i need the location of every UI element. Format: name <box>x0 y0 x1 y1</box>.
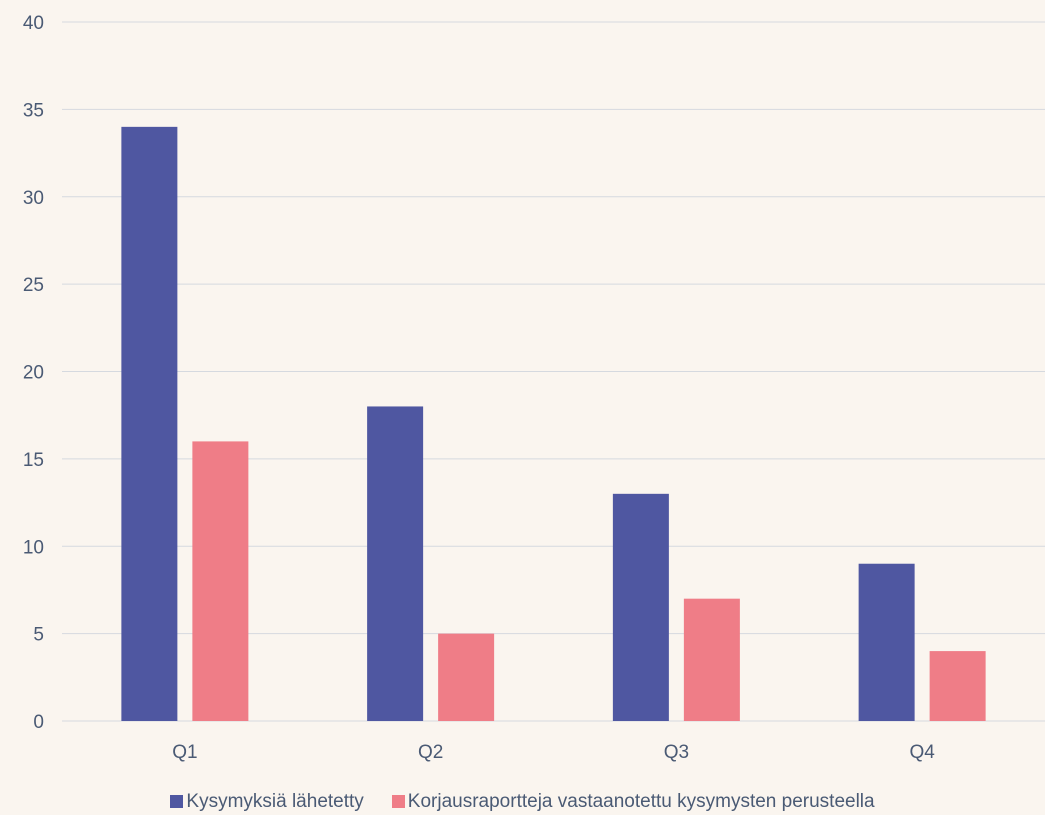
bar-q4-series-1 <box>858 563 915 721</box>
bar-q2-series-1 <box>367 406 424 721</box>
bar-q2-series-2 <box>438 633 495 721</box>
bar-q4-series-2 <box>929 651 986 721</box>
y-tick-label-5: 5 <box>33 625 44 646</box>
legend-swatch-series-2 <box>391 795 405 808</box>
y-tick-label-15: 15 <box>23 450 44 471</box>
bar-chart-svg: 0 5 10 15 20 25 30 35 40 Q1 Q2 Q3 Q4 <box>23 13 1045 763</box>
x-tick-label-q4: Q4 <box>909 742 935 763</box>
y-tick-label-20: 20 <box>23 363 44 384</box>
legend-swatch-series-1 <box>170 795 184 808</box>
legend-item-series-2: Korjausraportteja vastaanotettu kysymyst… <box>391 790 875 813</box>
legend-label-series-1: Kysymyksiä lähetetty <box>186 790 364 812</box>
x-tick-label-q2: Q2 <box>418 742 443 763</box>
x-tick-label-q1: Q1 <box>172 742 197 763</box>
bar-q3-series-2 <box>683 598 740 721</box>
y-tick-label-40: 40 <box>23 13 44 34</box>
bar-q1-series-1 <box>121 126 178 722</box>
y-tick-label-0: 0 <box>33 712 44 733</box>
bar-q3-series-1 <box>612 493 669 721</box>
y-tick-label-10: 10 <box>23 537 44 558</box>
x-tick-label-q3: Q3 <box>664 742 689 763</box>
y-tick-label-25: 25 <box>23 275 44 296</box>
legend: Kysymyksiä lähetetty Korjausraportteja v… <box>0 788 1045 815</box>
bar-q1-series-2 <box>192 441 249 721</box>
y-tick-label-30: 30 <box>23 188 44 209</box>
legend-item-series-1: Kysymyksiä lähetetty <box>170 790 364 813</box>
y-tick-label-35: 35 <box>23 100 44 121</box>
legend-label-series-2: Korjausraportteja vastaanotettu kysymyst… <box>407 790 875 812</box>
